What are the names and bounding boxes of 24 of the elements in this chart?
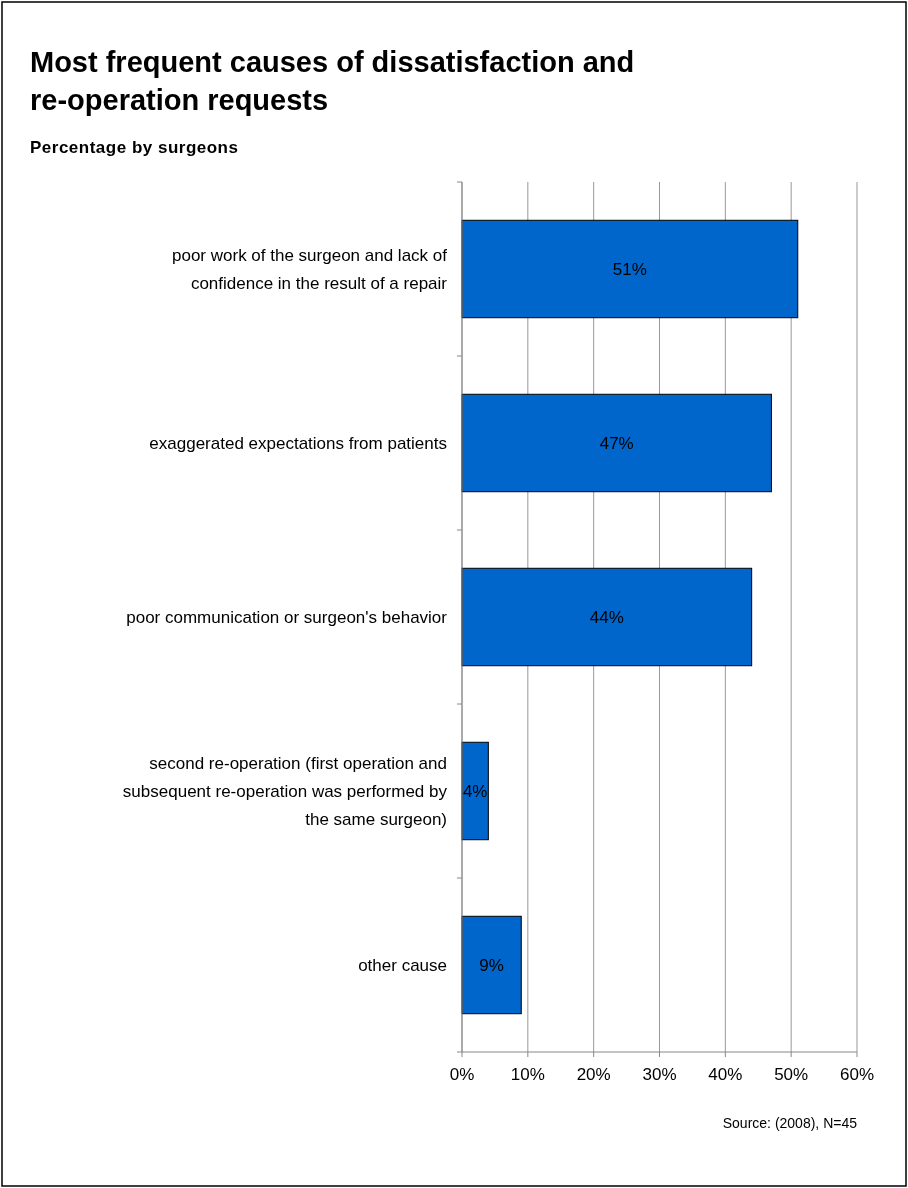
bar bbox=[461, 393, 772, 493]
x-tick-label: 40% bbox=[708, 1065, 743, 1084]
data-label: 47% bbox=[599, 433, 634, 453]
x-tick-label: 30% bbox=[642, 1065, 677, 1084]
data-label: 9% bbox=[479, 955, 504, 975]
x-tick-label: 10% bbox=[510, 1065, 545, 1084]
data-label: 4% bbox=[462, 781, 488, 801]
bar bbox=[461, 567, 753, 667]
x-tick-label: 20% bbox=[576, 1065, 611, 1084]
x-tick-label: 0% bbox=[449, 1065, 475, 1084]
source-note: Source: (2008), N=45 bbox=[722, 1115, 858, 1131]
y-tick-label: second re-operation (first operation and subsequent re-operation was performed by the same surgeon) bbox=[122, 753, 448, 829]
text: Percentage by surgeons bbox=[30, 138, 239, 157]
chart-title: Most frequent causes of dissatisfaction and re-operation requests bbox=[30, 46, 635, 116]
bar bbox=[461, 915, 522, 1015]
y-tick-label: poor communication or surgeon's behavior bbox=[126, 607, 448, 627]
x-tick-label: 50% bbox=[774, 1065, 809, 1084]
bar bbox=[461, 219, 799, 319]
data-label: 51% bbox=[612, 259, 647, 279]
y-tick-label: exaggerated expectations from patients bbox=[149, 433, 447, 453]
y-tick-label: other cause bbox=[358, 955, 447, 975]
x-tick-label: 60% bbox=[839, 1065, 875, 1084]
data-label: 44% bbox=[589, 607, 624, 627]
y-tick-label: poor work of the surgeon and lack of confidence in the result of a repair bbox=[172, 245, 448, 293]
